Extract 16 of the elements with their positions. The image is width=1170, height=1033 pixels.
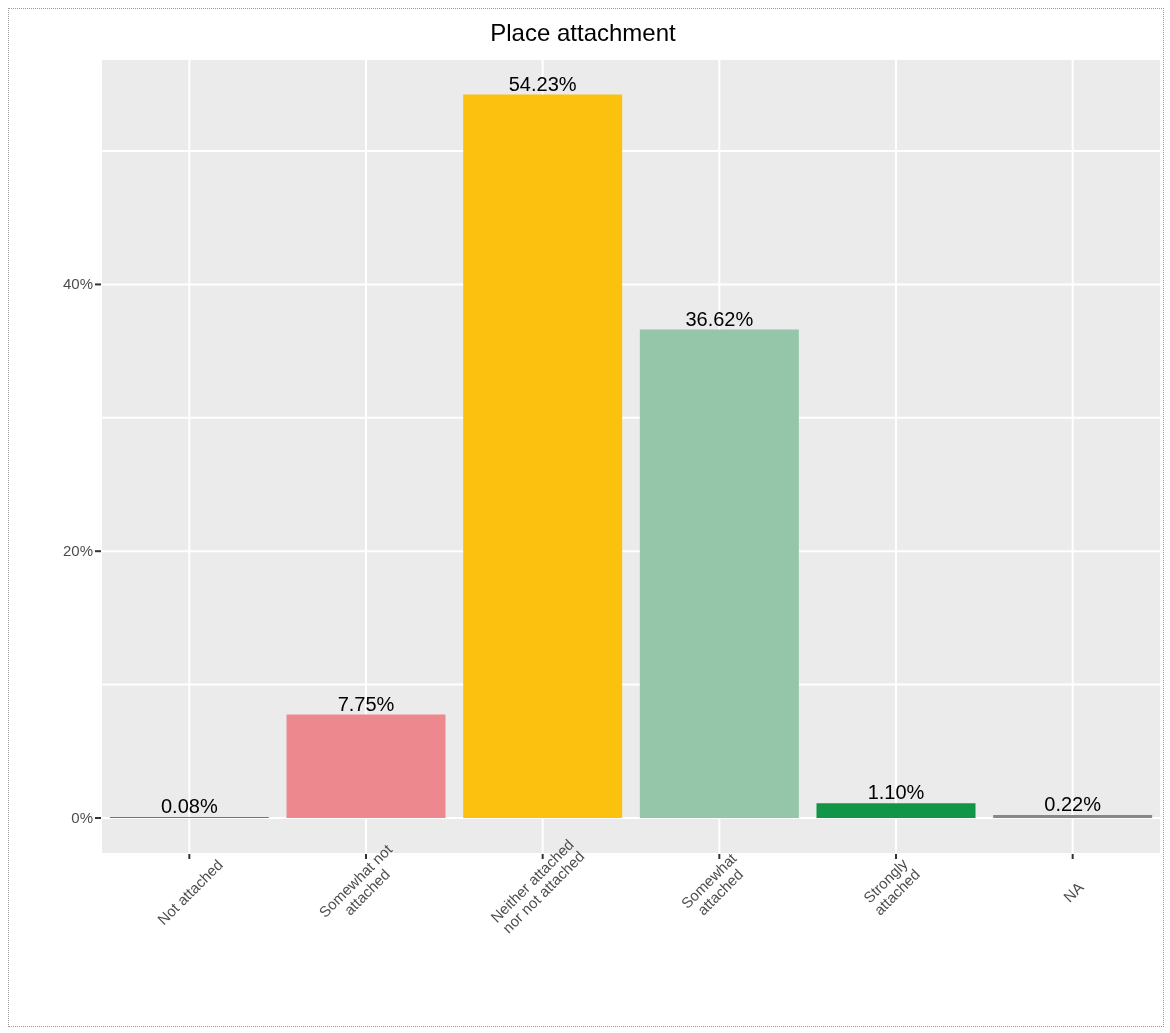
bar <box>286 714 446 818</box>
x-tick-label: NA <box>1059 878 1087 906</box>
y-tick-label: 40% <box>62 275 93 293</box>
y-tick-label: 20% <box>62 542 93 560</box>
data-label: 0.08% <box>160 794 218 817</box>
chart-title: Place attachment <box>489 19 677 47</box>
data-label: 1.10% <box>867 781 925 804</box>
data-label: 0.22% <box>1044 793 1102 816</box>
data-label: 7.75% <box>337 692 395 715</box>
bar <box>993 815 1153 818</box>
data-label: 36.62% <box>685 307 754 330</box>
data-label: 54.23% <box>508 72 577 95</box>
bar <box>816 803 976 818</box>
y-tick-label: 0% <box>71 808 93 826</box>
bar <box>639 329 799 818</box>
bar <box>463 94 623 818</box>
